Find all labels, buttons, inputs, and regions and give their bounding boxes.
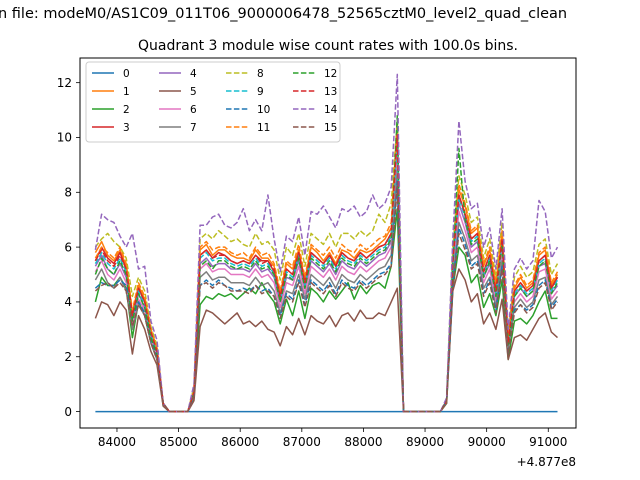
y-tick-label: 6 [64, 240, 72, 254]
legend-label-9: 9 [257, 86, 264, 98]
legend-label-15: 15 [324, 122, 337, 134]
plot-area-frame [79, 57, 577, 429]
x-axis: 84000 85000 86000 87000 88000 89000 90000 91000 [98, 428, 567, 449]
series-line-12 [94, 114, 559, 413]
series-line-8 [94, 120, 559, 413]
series-line-13 [94, 133, 559, 413]
legend-label-12: 12 [324, 68, 337, 80]
y-tick-label: 2 [64, 350, 72, 364]
y-tick-label: 8 [64, 185, 72, 199]
legend-box [85, 61, 341, 143]
series-line-9 [94, 142, 559, 413]
series-line-3 [94, 136, 559, 413]
legend-label-14: 14 [324, 104, 338, 116]
x-tick-label: 84000 [98, 435, 136, 449]
series-line-15 [94, 186, 559, 413]
legend-label-1: 1 [123, 86, 130, 98]
figure-suptitle: n file: modeM0/AS1C09_011T06_9000006478_… [0, 6, 567, 22]
series-line-5 [94, 268, 559, 413]
y-axis: 0 2 4 6 8 10 12 [57, 76, 80, 419]
legend-label-13: 13 [324, 86, 337, 98]
x-tick-label: 91000 [529, 435, 567, 449]
legend-label-10: 10 [257, 104, 270, 116]
legend-label-7: 7 [190, 122, 197, 134]
x-tick-label: 88000 [344, 435, 382, 449]
y-tick-label: 4 [64, 295, 72, 309]
series-layer [94, 73, 559, 413]
y-tick-label: 12 [57, 76, 72, 90]
x-tick-label: 89000 [406, 435, 444, 449]
x-tick-label: 87000 [283, 435, 321, 449]
x-tick-label: 85000 [159, 435, 197, 449]
series-line-7 [94, 169, 559, 413]
legend-label-2: 2 [123, 104, 130, 116]
legend-label-0: 0 [123, 68, 130, 80]
legend-label-6: 6 [190, 104, 197, 116]
legend-label-8: 8 [257, 68, 264, 80]
legend-label-4: 4 [190, 68, 197, 80]
legend-label-3: 3 [123, 122, 130, 134]
legend-label-5: 5 [190, 86, 197, 98]
series-line-1 [94, 128, 559, 413]
y-tick-label: 10 [57, 131, 72, 145]
x-tick-label: 86000 [221, 435, 259, 449]
x-offset-label: +4.877e8 [517, 455, 576, 469]
x-tick-label: 90000 [468, 435, 506, 449]
legend-label-11: 11 [257, 122, 270, 134]
chart-title: Quadrant 3 module wise count rates with … [138, 38, 518, 54]
y-tick-label: 0 [64, 405, 72, 419]
